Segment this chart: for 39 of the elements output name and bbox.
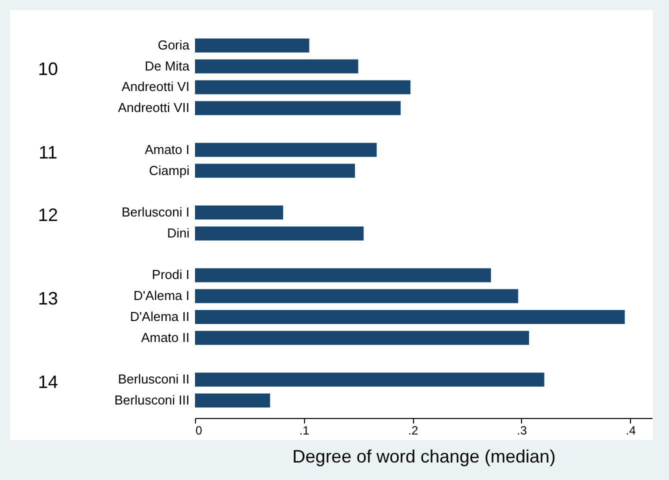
text: 10 xyxy=(38,58,58,79)
text: 14 xyxy=(38,372,58,392)
bar xyxy=(195,164,355,178)
y-tick-label: D'Alema II xyxy=(130,309,190,324)
bar xyxy=(195,330,530,345)
y-tick-label: Andreotti VI xyxy=(122,79,190,94)
x-tick-label: .1 xyxy=(299,424,310,438)
bar xyxy=(195,268,491,282)
bar xyxy=(195,142,377,157)
text: 13 xyxy=(38,288,58,309)
x-tick-label: .2 xyxy=(408,424,418,438)
x-tick-label: 0 xyxy=(196,424,202,438)
y-tick-label: Dini xyxy=(167,225,190,240)
y-tick-label: Prodi I xyxy=(152,267,190,282)
bar xyxy=(195,101,401,116)
bar xyxy=(195,206,284,220)
bar xyxy=(195,80,410,94)
bar xyxy=(195,310,625,324)
text: 11 xyxy=(38,142,58,162)
bar xyxy=(195,372,544,387)
x-axis-title: Degree of word change (median) xyxy=(292,446,556,466)
text: 12 xyxy=(38,205,58,225)
x-tick-label: .4 xyxy=(626,424,636,438)
y-tick-label: Ciampi xyxy=(149,162,190,178)
y-tick-label: D'Alema I xyxy=(134,288,190,304)
bar xyxy=(195,59,358,74)
bar xyxy=(195,394,270,408)
y-tick-label: Berlusconi II xyxy=(118,372,190,387)
y-tick-label: Berlusconi I xyxy=(122,204,190,220)
y-tick-label: Amato II xyxy=(141,330,190,345)
bar xyxy=(195,226,364,240)
x-tick-label: .3 xyxy=(516,424,528,438)
bar xyxy=(195,289,518,304)
y-tick-label: De Mita xyxy=(144,58,190,74)
y-tick-label: Berlusconi III xyxy=(114,392,190,408)
bar xyxy=(195,38,310,52)
y-tick-label: Amato I xyxy=(144,142,190,157)
y-tick-label: Andreotti VII xyxy=(118,100,190,116)
y-tick-label: Goria xyxy=(158,37,190,52)
